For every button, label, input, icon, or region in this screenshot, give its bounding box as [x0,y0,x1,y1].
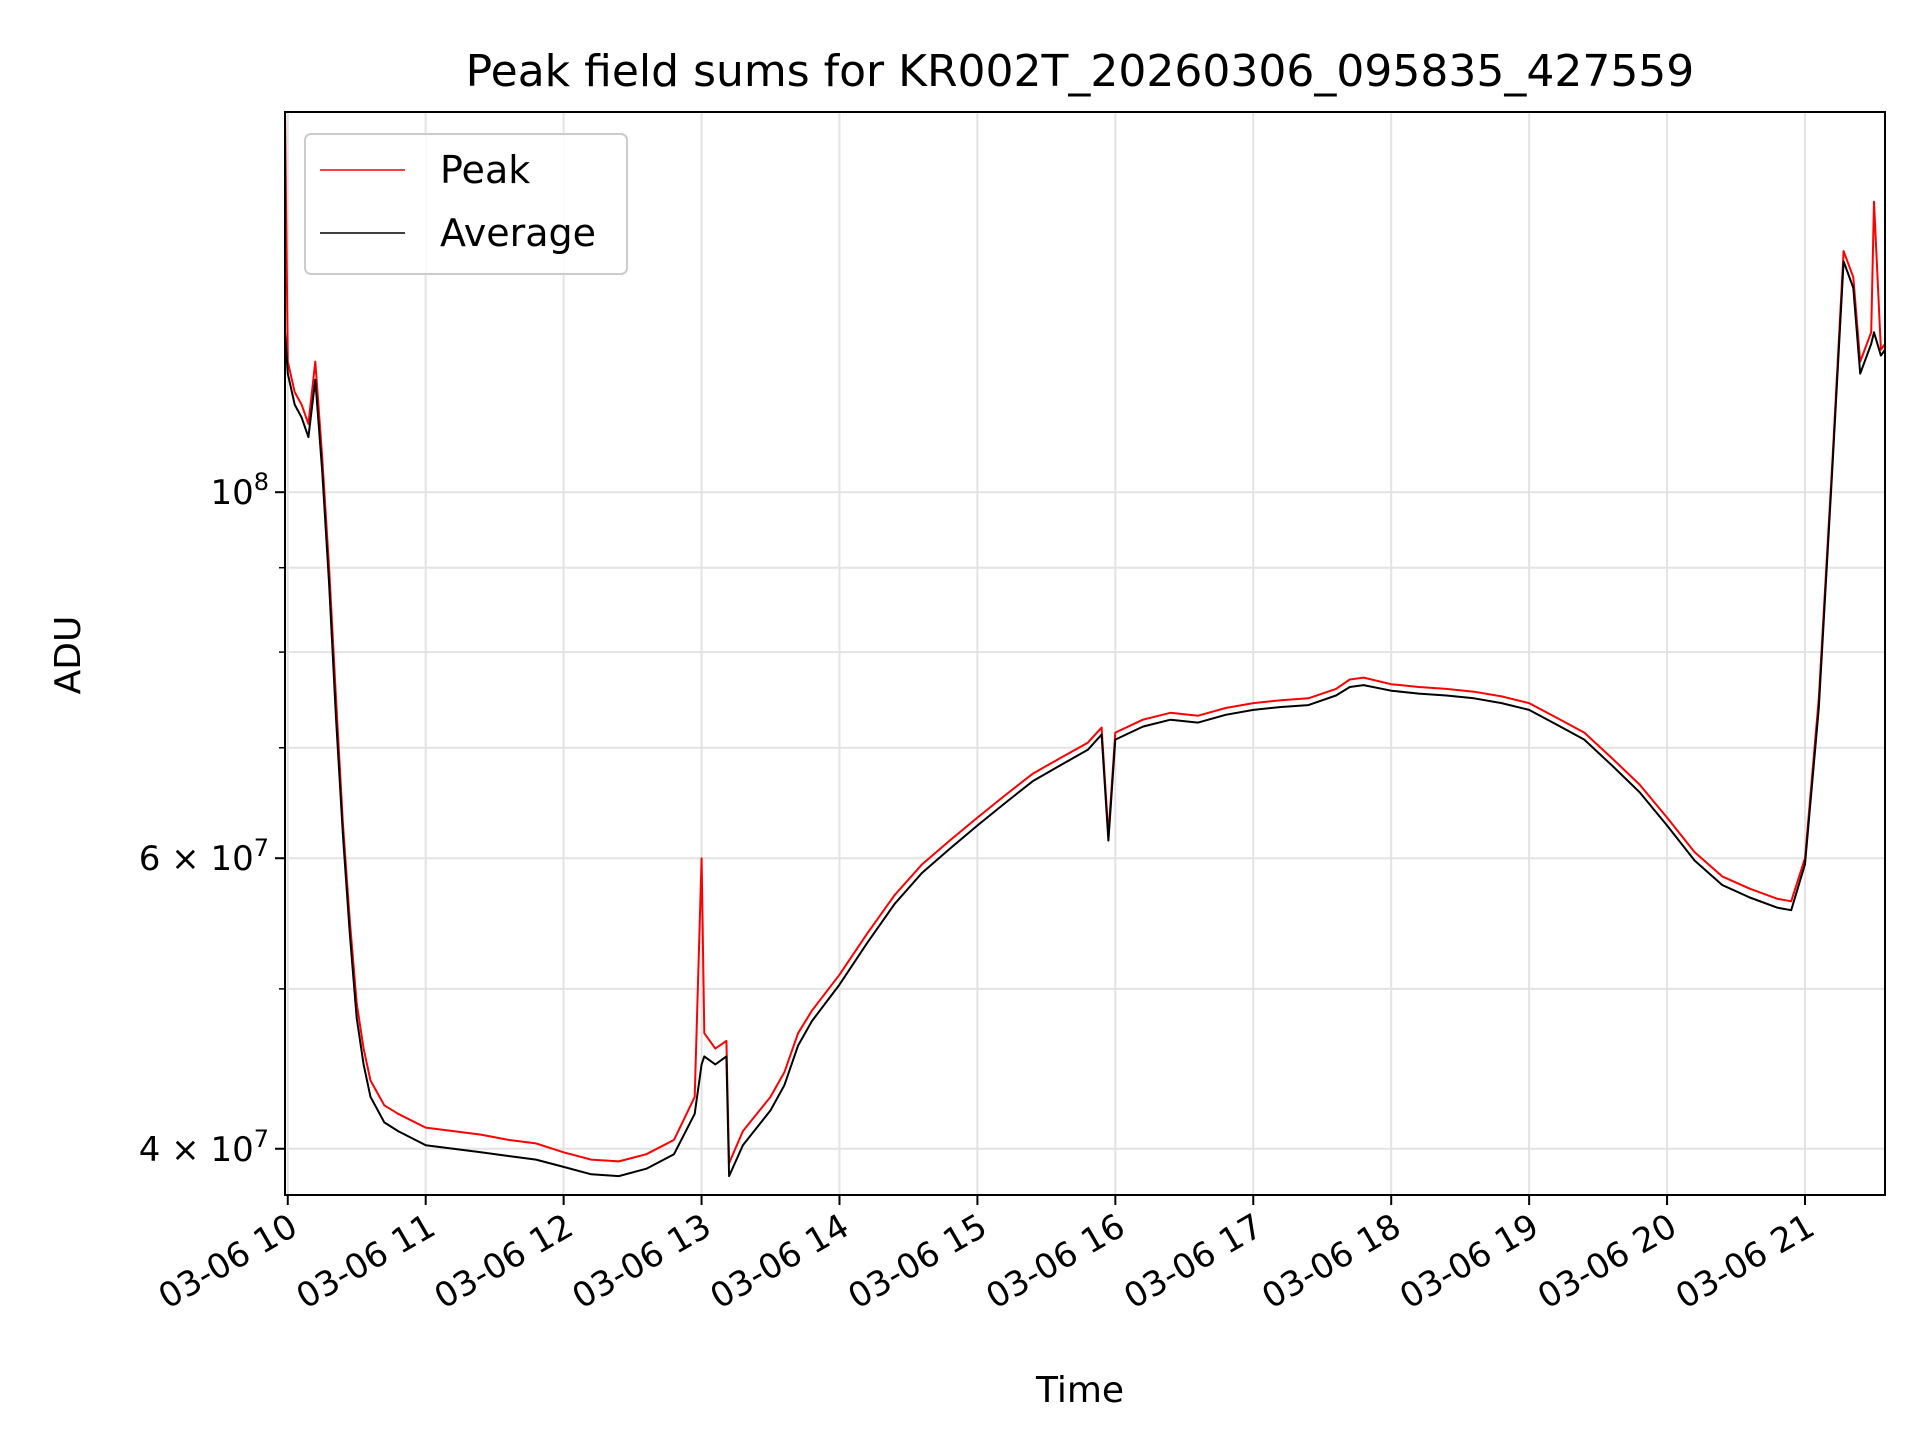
x-axis-title: Time [1035,1370,1124,1411]
legend-average-label: Average [440,211,596,255]
y-tick-label: 6 × 107 [139,834,269,879]
y-tick-label: 4 × 107 [139,1125,269,1170]
series-line-average [284,260,1886,1178]
legend: Peak Average [304,133,628,275]
chart-title: Peak field sums for KR002T_20260306_0958… [466,46,1695,97]
legend-box [304,133,628,275]
y-axis: 4 × 107 6 × 107 108 [139,468,285,1170]
grid [285,112,1885,1195]
axes-frame [284,111,1886,1196]
series-line-peak [284,111,1886,1165]
y-tick-label: 108 [210,468,269,513]
plot-lines [284,111,1886,1178]
legend-peak-label: Peak [440,148,530,192]
y-axis-title: ADU [48,616,89,695]
